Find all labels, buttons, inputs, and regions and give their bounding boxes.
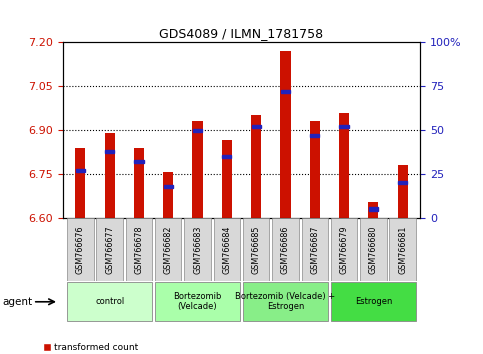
Text: GSM766684: GSM766684 [222,225,231,274]
Bar [185,218,211,281]
Bar [243,218,270,281]
Text: GSM766686: GSM766686 [281,225,290,274]
Legend: transformed count, percentile rank within the sample: transformed count, percentile rank withi… [43,343,207,354]
Text: GSM766676: GSM766676 [76,225,85,274]
Bar [301,218,328,281]
Bar [281,90,290,93]
Text: GSM766685: GSM766685 [252,225,261,274]
Bar [155,218,182,281]
Bar [164,184,173,188]
Bar [310,134,319,137]
Text: control: control [95,297,124,306]
Bar [310,121,320,218]
Bar [389,218,416,281]
Text: Estrogen: Estrogen [355,297,392,306]
Bar [67,282,152,321]
Bar [213,218,240,281]
Bar [340,125,349,128]
Bar [126,218,152,281]
Bar [76,169,85,172]
Bar [369,207,378,211]
Bar [368,202,379,218]
Text: Bortezomib (Velcade) +
Estrogen: Bortezomib (Velcade) + Estrogen [235,292,336,312]
Text: Bortezomib
(Velcade): Bortezomib (Velcade) [173,292,222,312]
Bar [67,218,94,281]
Text: GSM766681: GSM766681 [398,225,407,274]
Bar [134,148,144,218]
Text: GSM766678: GSM766678 [134,225,143,274]
Bar [272,218,298,281]
Text: GSM766677: GSM766677 [105,225,114,274]
Bar [104,133,115,218]
Bar [398,165,408,218]
Bar [280,51,291,218]
Text: GSM766680: GSM766680 [369,225,378,274]
Text: GSM766687: GSM766687 [310,225,319,274]
Bar [331,218,357,281]
Bar [360,218,386,281]
Bar [252,125,261,128]
Bar [222,140,232,218]
Bar [243,282,328,321]
Bar [222,155,231,158]
Bar [339,113,349,218]
Bar [251,115,261,218]
Bar [105,149,114,153]
Text: GSM766683: GSM766683 [193,225,202,274]
Bar [193,129,202,132]
Text: GSM766679: GSM766679 [340,225,349,274]
Bar [163,172,173,218]
Bar [134,160,143,163]
Bar [155,282,240,321]
Text: GSM766682: GSM766682 [164,225,173,274]
Bar [97,218,123,281]
Bar [331,282,416,321]
Bar [75,148,85,218]
Bar [192,121,203,218]
Title: GDS4089 / ILMN_1781758: GDS4089 / ILMN_1781758 [159,27,324,40]
Text: agent: agent [2,297,32,307]
Bar [398,181,407,184]
